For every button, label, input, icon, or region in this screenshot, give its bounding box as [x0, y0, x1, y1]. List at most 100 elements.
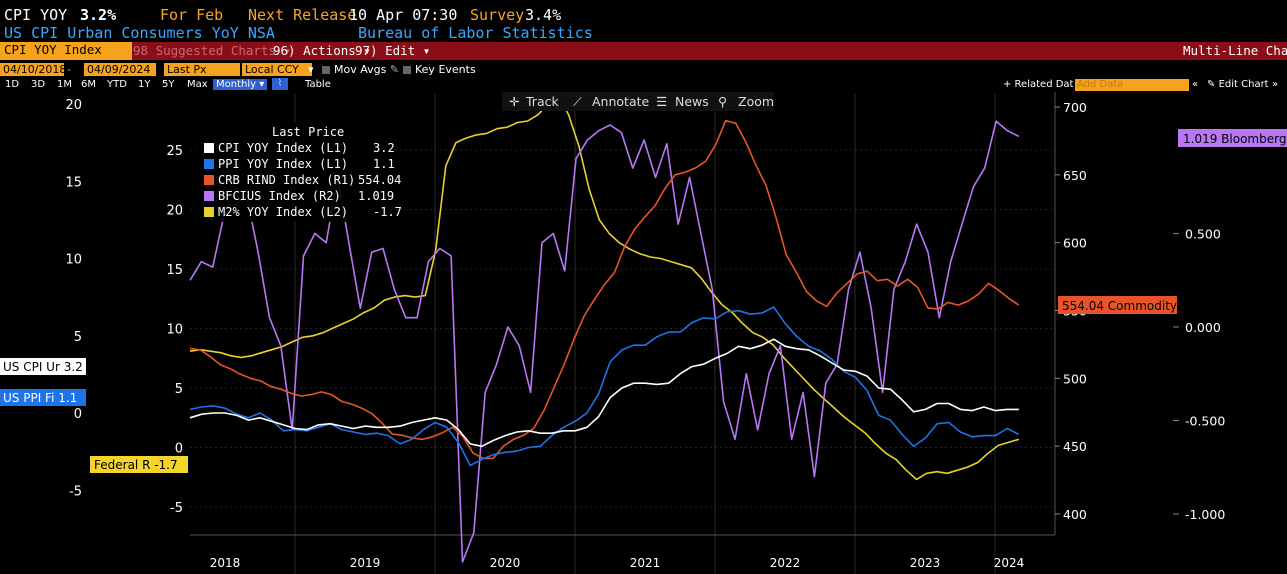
currency-dropdown-icon[interactable]: ▾ — [308, 63, 314, 76]
series-line-crb — [189, 119, 1020, 460]
toolbar-background — [502, 92, 774, 111]
x-gridlines — [190, 92, 1056, 574]
series-tags: US CPI Ur 3.2 US PPI Fi 1.1 Federal R -1… — [0, 129, 1287, 473]
price-field[interactable]: Last Px — [164, 63, 240, 76]
left-axis-l2: -5 0 5 10 15 20 — [65, 98, 82, 499]
r1-tick-label: 600 — [1063, 236, 1087, 251]
range-1y[interactable]: 1Y — [138, 79, 151, 90]
range-1d[interactable]: 1D — [5, 79, 20, 90]
annotate-button[interactable]: Annotate — [592, 94, 650, 109]
l2-tick-label: 20 — [65, 98, 82, 113]
left-axis-l1: -5 0 5 10 15 20 25 — [166, 144, 1055, 516]
line-chart-icon[interactable]: ⌇ — [272, 78, 288, 90]
m2-tag: Federal R -1.7 — [94, 458, 178, 472]
series-line-cpi — [189, 338, 1019, 448]
year-label: 2024 — [994, 556, 1025, 570]
menu-bar: CPI YOY Index 98 Suggested Charts ▾ 96) … — [0, 42, 1287, 60]
legend-swatch — [204, 143, 214, 153]
period-label: For Feb — [160, 6, 224, 24]
legend-swatch — [204, 175, 214, 185]
range-max[interactable]: Max — [187, 79, 208, 90]
legend-swatch — [204, 159, 214, 169]
edit-chart-label: Edit Chart — [1218, 79, 1269, 90]
legend-entry-name: CPI YOY Index (L1) — [218, 141, 348, 155]
suggested-charts-menu[interactable]: 98 Suggested Charts ▾ — [133, 43, 292, 58]
mov-avgs-toggle[interactable]: Mov Avgs ✎ — [322, 63, 399, 76]
l1-tick-label: 20 — [166, 204, 183, 219]
year-label: 2018 — [210, 556, 241, 570]
year-label: 2021 — [630, 556, 661, 570]
year-label: 2022 — [770, 556, 801, 570]
key-events-label: Key Events — [415, 63, 476, 76]
settings-bar: 04/10/2018 - 04/09/2024 Last Px Local CC… — [0, 61, 1287, 78]
range-1m[interactable]: 1M — [57, 79, 72, 90]
key-events-toggle[interactable]: Key Events — [403, 63, 476, 76]
expand-icon[interactable]: » — [1272, 79, 1279, 90]
news-button[interactable]: News — [675, 94, 709, 109]
multi-line-chart[interactable]: -5 0 5 10 15 20 25 -5 0 5 10 15 20 400 450 500 5 5 0 600 6… — [0, 92, 1287, 574]
currency-field[interactable]: Local CCY — [242, 63, 312, 76]
legend-entry-value: 554.04 — [358, 173, 401, 187]
chart-type-label: Multi-Line Chart — [1183, 43, 1287, 58]
chart-legend: Last Price CPI YOY Index (L1) 3.2 PPI YOY … — [196, 122, 402, 222]
r2-tick-label: -1.000 — [1185, 507, 1225, 522]
frequency-dropdown[interactable]: Monthly ▾ — [213, 79, 268, 90]
legend-background — [196, 122, 390, 222]
l2-tick-label: -5 — [69, 484, 82, 499]
edit-chart-button[interactable]: ✎ Edit Chart — [1207, 79, 1269, 90]
year-label: 2019 — [350, 556, 381, 570]
add-data-field[interactable]: Add Data — [1075, 79, 1189, 91]
cpi-tag-bg — [0, 358, 86, 375]
survey-label: Survey — [470, 6, 525, 24]
chart-toolbar: ✛ Track ⟋ Annotate ☰ News ⚲ Zoom — [502, 92, 774, 111]
track-icon: ✛ — [509, 94, 520, 109]
ppi-tag: US PPI Fi 1.1 — [3, 391, 77, 405]
range-3d[interactable]: 3D — [31, 79, 46, 90]
security-description: US CPI Urban Consumers YoY NSA — [4, 24, 275, 42]
l2-tick-label: 5 — [74, 330, 82, 345]
legend-entry-name: BFCIUS Index (R2) — [218, 189, 341, 203]
end-date-field[interactable]: 04/09/2024 — [84, 63, 156, 76]
date-separator: - — [67, 63, 71, 76]
range-5y[interactable]: 5Y — [162, 79, 175, 90]
zoom-button[interactable]: Zoom — [738, 94, 774, 109]
crb-tag: 554.04 Commodity — [1062, 299, 1177, 313]
legend-swatch — [204, 191, 214, 201]
start-date-field[interactable]: 04/10/2018 — [0, 63, 66, 76]
security-input[interactable]: CPI YOY Index — [0, 42, 132, 60]
r2-tick-label: -0.500 — [1185, 414, 1225, 429]
ticker-label: CPI YOY — [4, 6, 68, 24]
related-data-button[interactable]: + Related Dat — [1003, 79, 1074, 90]
pencil-icon: ✎ — [1207, 79, 1216, 90]
l2-tick-label: 15 — [65, 175, 82, 190]
bfci-tag-bg — [1178, 129, 1287, 147]
table-button[interactable]: Table — [305, 79, 331, 90]
edit-menu[interactable]: 97) Edit ▾ — [355, 43, 431, 58]
l1-tick-label: -5 — [170, 501, 183, 516]
x-axis-years: 2018 2019 2020 2021 2022 2023 2024 — [210, 556, 1025, 570]
r1-tick-label: 700 — [1063, 100, 1087, 115]
legend-entry-value: 3.2 — [373, 141, 395, 155]
range-6m[interactable]: 6M — [81, 79, 96, 90]
pencil-icon[interactable]: ✎ — [389, 63, 400, 76]
actions-menu[interactable]: 96) Actions ▾ — [273, 43, 371, 58]
checkbox-icon — [403, 66, 411, 74]
year-label: 2023 — [910, 556, 941, 570]
cpi-tag: US CPI Ur 3.2 — [3, 360, 83, 374]
series-line-ppi — [189, 306, 1020, 467]
news-icon: ☰ — [656, 94, 667, 109]
l1-tick-label: 25 — [166, 144, 183, 159]
legend-entry-name: M2% YOY Index (L2) — [218, 205, 348, 219]
series-line-m2 — [189, 95, 1020, 481]
r2-tick-label: 0.500 — [1185, 227, 1221, 242]
crb-tag-bg — [1058, 296, 1177, 314]
collapse-icon[interactable]: « — [1192, 79, 1199, 90]
series-line-bfcius — [189, 120, 1020, 563]
l1-tick-label: 0 — [175, 442, 183, 457]
r1-tick-label: 450 — [1063, 439, 1087, 454]
track-button[interactable]: Track — [525, 94, 559, 109]
r1-tick-label: 400 — [1063, 507, 1087, 522]
l2-tick-label: 10 — [65, 253, 82, 268]
r2-tick-label: 0.000 — [1185, 320, 1221, 335]
range-ytd[interactable]: YTD — [107, 79, 127, 90]
